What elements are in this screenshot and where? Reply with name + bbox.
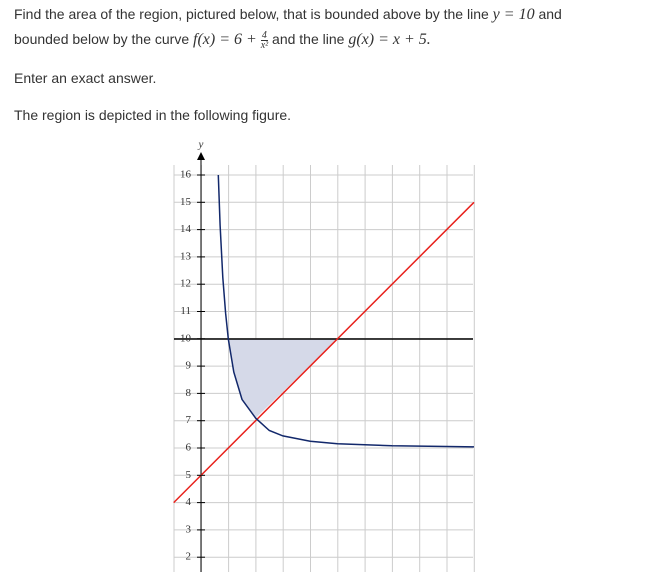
- y-tick-label: 9: [186, 360, 192, 372]
- shaded-region: [228, 339, 338, 419]
- instruction: Enter an exact answer.: [14, 70, 157, 86]
- text: and: [538, 6, 562, 22]
- axis-arrow: [197, 152, 205, 160]
- fraction: 4 x²: [260, 30, 269, 51]
- y-axis-label: y: [198, 139, 204, 151]
- ticks: 2 3 4 5 6 7 8 9 10 11 12 13 14 15 16: [180, 169, 205, 563]
- y-tick-label: 16: [180, 169, 192, 181]
- y-tick-label: 12: [180, 278, 191, 290]
- line-g: [173, 201, 475, 504]
- y-tick-label: 5: [186, 469, 192, 481]
- y-tick-label: 6: [186, 442, 192, 454]
- figure-caption: The region is depicted in the following …: [14, 107, 292, 123]
- text: Find the area of the region, pictured be…: [14, 6, 489, 22]
- numerator: 4: [260, 30, 269, 41]
- y-tick-label: 3: [186, 523, 192, 535]
- y-tick-label: 14: [180, 223, 192, 235]
- y-tick-label: 15: [180, 196, 192, 208]
- y-tick-label: 2: [186, 551, 192, 563]
- math: f(x) = 6 +: [193, 31, 257, 49]
- denominator: x²: [260, 40, 269, 51]
- y-tick-label: 8: [186, 387, 192, 399]
- grid: [173, 165, 475, 572]
- text: bounded below by the curve: [14, 31, 190, 48]
- y-tick-label: 7: [186, 414, 192, 426]
- y-tick-label: 13: [180, 250, 192, 262]
- y-tick-label: 11: [180, 305, 191, 317]
- text: and the line: [272, 31, 345, 48]
- y-tick-label: 10: [180, 332, 192, 344]
- question-line-1: Find the area of the region, pictured be…: [14, 6, 562, 24]
- math: g(x) = x + 5.: [348, 31, 431, 49]
- y-tick-label: 4: [186, 496, 192, 508]
- curve-f: [217, 174, 475, 448]
- math: y = 10: [492, 6, 535, 23]
